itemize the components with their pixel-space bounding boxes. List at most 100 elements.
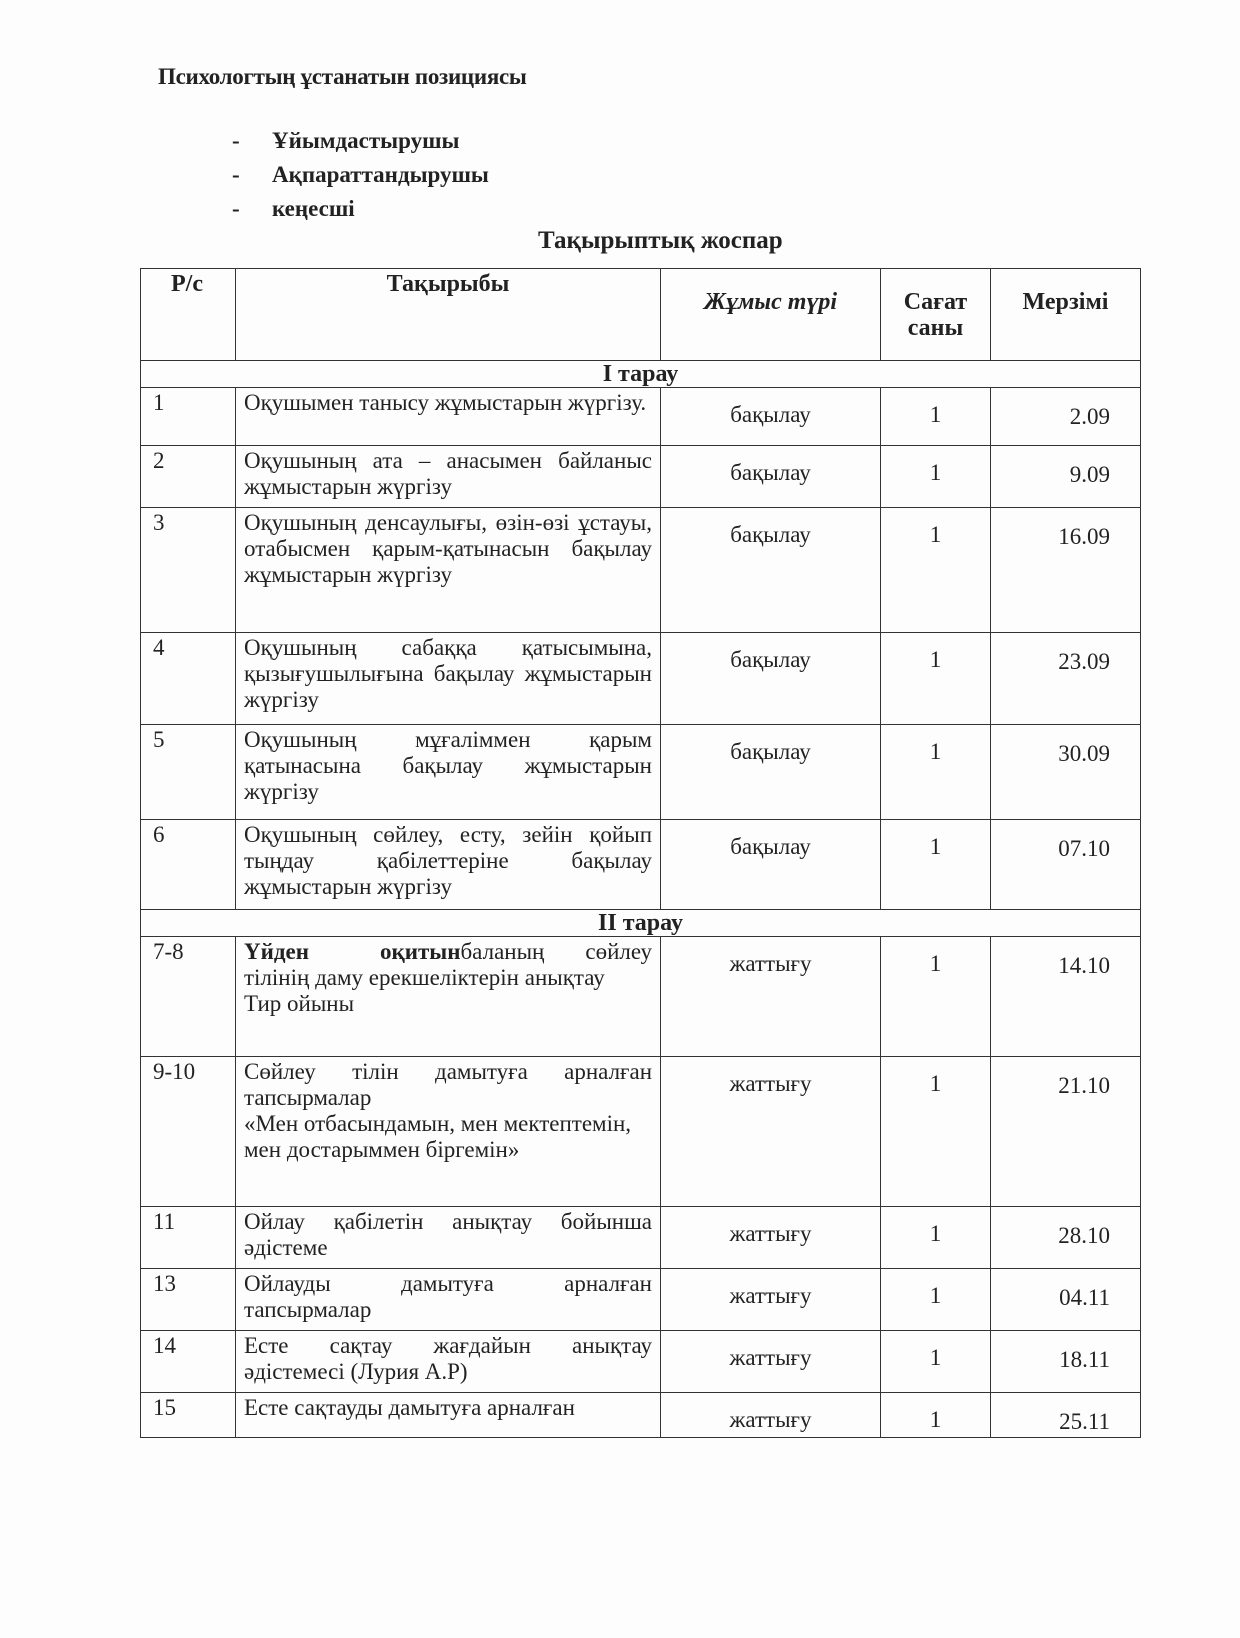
row-hours: 1	[880, 632, 991, 725]
row-date: 25.11	[990, 1392, 1141, 1438]
row-work-type: бақылау	[660, 507, 881, 633]
topic-bold-text: Үйден оқитын	[244, 939, 461, 964]
row-topic: Оқушымен танысу жұмыстарын жүргізу.	[235, 387, 661, 446]
row-hours: 1	[880, 1206, 991, 1269]
row-hours: 1	[880, 1392, 991, 1438]
row-date: 04.11	[990, 1268, 1141, 1331]
row-work-type: жаттығу	[660, 1056, 881, 1207]
table-row: 14 Есте сақтау жағдайын анықтау әдістемес…	[140, 1330, 1141, 1393]
row-number: 15	[140, 1392, 236, 1438]
row-work-type: бақылау	[660, 819, 881, 910]
table-row: 3 Оқушының денсаулығы, өзін-өзі ұстауы, о…	[140, 507, 1141, 633]
plan-table-wrapper: Р/с Тақырыбы Жұмыс түрі Сағат саны Мерзі…	[140, 268, 1141, 1438]
header-topic: Тақырыбы	[235, 268, 661, 361]
list-item: - кеңесші	[232, 196, 355, 221]
table-row: 9-10 Сөйлеу тілін дамытуға арналған тапсы…	[140, 1056, 1141, 1207]
row-hours: 1	[880, 1330, 991, 1393]
table-row: 1 Оқушымен танысу жұмыстарын жүргізу. бақы…	[140, 387, 1141, 446]
row-topic: Оқушының сабаққа қатысымына, қызығушылығ…	[235, 632, 661, 725]
topic-text: Оқушының мұғаліммен қарым қатынасына бақ…	[244, 727, 652, 805]
topic-text: Есте сақтау жағдайын анықтау әдістемесі …	[244, 1333, 652, 1385]
table-header-row: Р/с Тақырыбы Жұмыс түрі Сағат саны Мерзі…	[140, 268, 1141, 361]
table-row: 5 Оқушының мұғаліммен қарым қатынасына ба…	[140, 724, 1141, 820]
row-date: 30.09	[990, 724, 1141, 820]
role-label: кеңесші	[272, 196, 355, 221]
topic-extra-text: «Мен отбасындамын, мен мектептемін, мен …	[244, 1111, 632, 1162]
table-row: 13 Ойлауды дамытуға арналған тапсырмалар ж…	[140, 1268, 1141, 1331]
topic-main-text: Оқушының ата – анасымен байланыс жұмыста…	[244, 448, 652, 499]
row-hours: 1	[880, 1268, 991, 1331]
row-topic: Есте сақтауды дамытуға арналған	[235, 1392, 661, 1438]
plan-title: Тақырыптық жоспар	[538, 227, 783, 254]
row-number: 5	[140, 724, 236, 820]
row-date: 9.09	[990, 445, 1141, 508]
topic-text: Есте сақтауды дамытуға арналған	[244, 1395, 652, 1421]
row-work-type: жаттығу	[660, 1268, 881, 1331]
row-work-type: бақылау	[660, 724, 881, 820]
row-number: 14	[140, 1330, 236, 1393]
row-topic: Оқушының мұғаліммен қарым қатынасына бақ…	[235, 724, 661, 820]
table-row: 7-8 Үйден оқитынбаланың сөйлеу тілінің да…	[140, 936, 1141, 1057]
topic-main-text: Оқушының сабаққа қатысымына, қызығушылығ…	[244, 635, 652, 712]
row-date: 21.10	[990, 1056, 1141, 1207]
row-date: 16.09	[990, 507, 1141, 633]
table-row: 6 Оқушының сөйлеу, есту, зейін қойып тыңд…	[140, 819, 1141, 910]
row-topic: Үйден оқитынбаланың сөйлеу тілінің даму …	[235, 936, 661, 1057]
row-hours: 1	[880, 1056, 991, 1207]
row-hours: 1	[880, 445, 991, 508]
list-item: - Ақпараттандырушы	[232, 162, 489, 187]
table-row: 15 Есте сақтауды дамытуға арналған жаттығу…	[140, 1392, 1141, 1438]
row-number: 4	[140, 632, 236, 725]
role-label: Ақпараттандырушы	[272, 162, 489, 187]
topic-main-text: Ойлауды дамытуға арналған тапсырмалар	[244, 1271, 652, 1322]
row-topic: Сөйлеу тілін дамытуға арналған тапсырмал…	[235, 1056, 661, 1207]
section-title: II тарау	[140, 909, 1141, 937]
topic-text: Үйден оқитынбаланың сөйлеу тілінің даму …	[244, 939, 652, 991]
plan-table: Р/с Тақырыбы Жұмыс түрі Сағат саны Мерзі…	[140, 268, 1141, 1438]
topic-text: Оқушының денсаулығы, өзін-өзі ұстауы, от…	[244, 510, 652, 588]
row-number: 9-10	[140, 1056, 236, 1207]
row-date: 14.10	[990, 936, 1141, 1057]
row-date: 18.11	[990, 1330, 1141, 1393]
row-work-type: жаттығу	[660, 1206, 881, 1269]
row-hours: 1	[880, 936, 991, 1057]
row-number: 11	[140, 1206, 236, 1269]
topic-main-text: Оқушының сөйлеу, есту, зейін қойып тыңда…	[244, 822, 652, 899]
row-work-type: бақылау	[660, 445, 881, 508]
topic-main-text: баланың сөйлеу тілінің даму ерекшеліктер…	[244, 939, 652, 990]
table-body: I тарау 1 Оқушымен танысу жұмыстарын жүргі…	[140, 360, 1141, 1438]
list-item: - Ұйымдастырушы	[232, 128, 460, 153]
row-topic: Оқушының сөйлеу, есту, зейін қойып тыңда…	[235, 819, 661, 910]
header-date: Мерзімі	[990, 268, 1141, 361]
row-work-type: бақылау	[660, 387, 881, 446]
topic-main-text: Ойлау қабілетін анықтау бойынша әдістеме	[244, 1209, 652, 1260]
row-hours: 1	[880, 724, 991, 820]
row-hours: 1	[880, 819, 991, 910]
row-work-type: жаттығу	[660, 1330, 881, 1393]
row-work-type: жаттығу	[660, 1392, 881, 1438]
row-topic: Ойлау қабілетін анықтау бойынша әдістеме	[235, 1206, 661, 1269]
topic-main-text: Оқушының денсаулығы, өзін-өзі ұстауы, от…	[244, 510, 652, 587]
topic-main-text: Оқушымен танысу жұмыстарын жүргізу.	[244, 390, 647, 415]
row-number: 6	[140, 819, 236, 910]
row-date: 07.10	[990, 819, 1141, 910]
row-date: 28.10	[990, 1206, 1141, 1269]
section-row: II тарау	[140, 909, 1141, 937]
row-number: 2	[140, 445, 236, 508]
topic-main-text: Есте сақтауды дамытуға арналған	[244, 1395, 575, 1420]
topic-main-text: Есте сақтау жағдайын анықтау әдістемесі …	[244, 1333, 652, 1384]
section-row: I тарау	[140, 360, 1141, 388]
row-hours: 1	[880, 507, 991, 633]
topic-text: Оқушының сөйлеу, есту, зейін қойып тыңда…	[244, 822, 652, 900]
table-row: 2 Оқушының ата – анасымен байланыс жұмыст…	[140, 445, 1141, 508]
table-row: 11 Ойлау қабілетін анықтау бойынша әдісте…	[140, 1206, 1141, 1269]
topic-text: Оқушының сабаққа қатысымына, қызығушылығ…	[244, 635, 652, 713]
row-topic: Оқушының денсаулығы, өзін-өзі ұстауы, от…	[235, 507, 661, 633]
topic-main-text: Оқушының мұғаліммен қарым қатынасына бақ…	[244, 727, 652, 804]
document-title: Психологтың ұстанатын позициясы	[158, 64, 527, 89]
table-row: 4 Оқушының сабаққа қатысымына, қызығушылы…	[140, 632, 1141, 725]
header-hours: Сағат саны	[880, 268, 991, 361]
section-title: I тарау	[140, 360, 1141, 388]
row-date: 23.09	[990, 632, 1141, 725]
